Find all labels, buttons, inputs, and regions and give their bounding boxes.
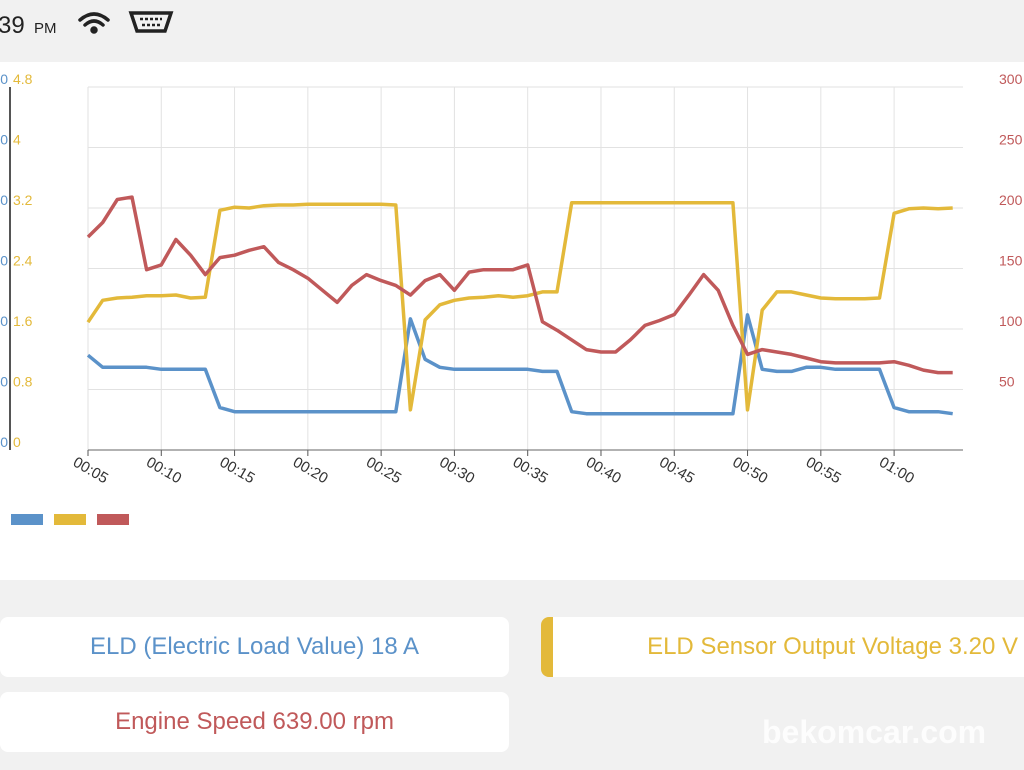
card-rpm[interactable]: Engine Speed 639.00 rpm <box>0 692 509 752</box>
y3-tick-label: 150 <box>0 132 8 148</box>
y2-tick-label: 200 <box>999 192 1023 208</box>
wifi-icon <box>78 12 110 34</box>
series-line <box>86 195 953 375</box>
status-bar: 39 PM <box>0 0 1024 48</box>
y-tick-label: 0 <box>13 434 21 450</box>
y-tick-label: 2.4 <box>13 253 33 269</box>
legend-swatch <box>54 514 86 525</box>
y3-tick-label: 120 <box>0 192 8 208</box>
series-line <box>86 313 953 416</box>
obd-icon <box>128 11 174 33</box>
y-tick-label: 0.8 <box>13 374 33 390</box>
watermark: bekomcar.com <box>762 714 987 750</box>
y2-tick-label: 100 <box>999 313 1023 329</box>
y2-tick-label: 250 <box>999 132 1023 148</box>
card-text: ELD Sensor Output Voltage 3.20 V <box>647 633 1018 660</box>
card-eld[interactable]: ELD (Electric Load Value) 18 A <box>0 617 509 677</box>
y-tick-label: 4.8 <box>13 71 33 87</box>
chart-panel: 0 0.8 1.6 2.4 3.2 4 4.8 0 30 60 90 120 150 180 50 100 15… <box>0 62 1024 580</box>
y3-tick-label: 30 <box>0 374 8 390</box>
clock-ampm: PM <box>34 20 57 37</box>
series-line <box>86 200 953 412</box>
y-tick-label: 3.2 <box>13 192 33 208</box>
y3-tick-label: 180 <box>0 71 8 87</box>
card-voltage[interactable]: ELD Sensor Output Voltage 3.20 V <box>541 617 1024 677</box>
y3-tick-label: 0 <box>0 434 8 450</box>
y3-tick-label: 90 <box>0 253 8 269</box>
clock: 39 <box>0 12 25 39</box>
legend-swatch <box>11 514 43 525</box>
legend-swatch <box>97 514 129 525</box>
y-tick-label: 1.6 <box>13 313 33 329</box>
y3-tick-label: 60 <box>0 313 8 329</box>
panel-bg <box>0 62 1024 580</box>
y2-tick-label: 300 <box>999 71 1023 87</box>
y-tick-label: 4 <box>13 132 21 148</box>
y2-tick-label: 150 <box>999 253 1023 269</box>
y2-tick-label: 50 <box>999 374 1015 390</box>
card-text: Engine Speed 639.00 rpm <box>115 708 394 735</box>
card-text: ELD (Electric Load Value) 18 A <box>89 633 420 660</box>
